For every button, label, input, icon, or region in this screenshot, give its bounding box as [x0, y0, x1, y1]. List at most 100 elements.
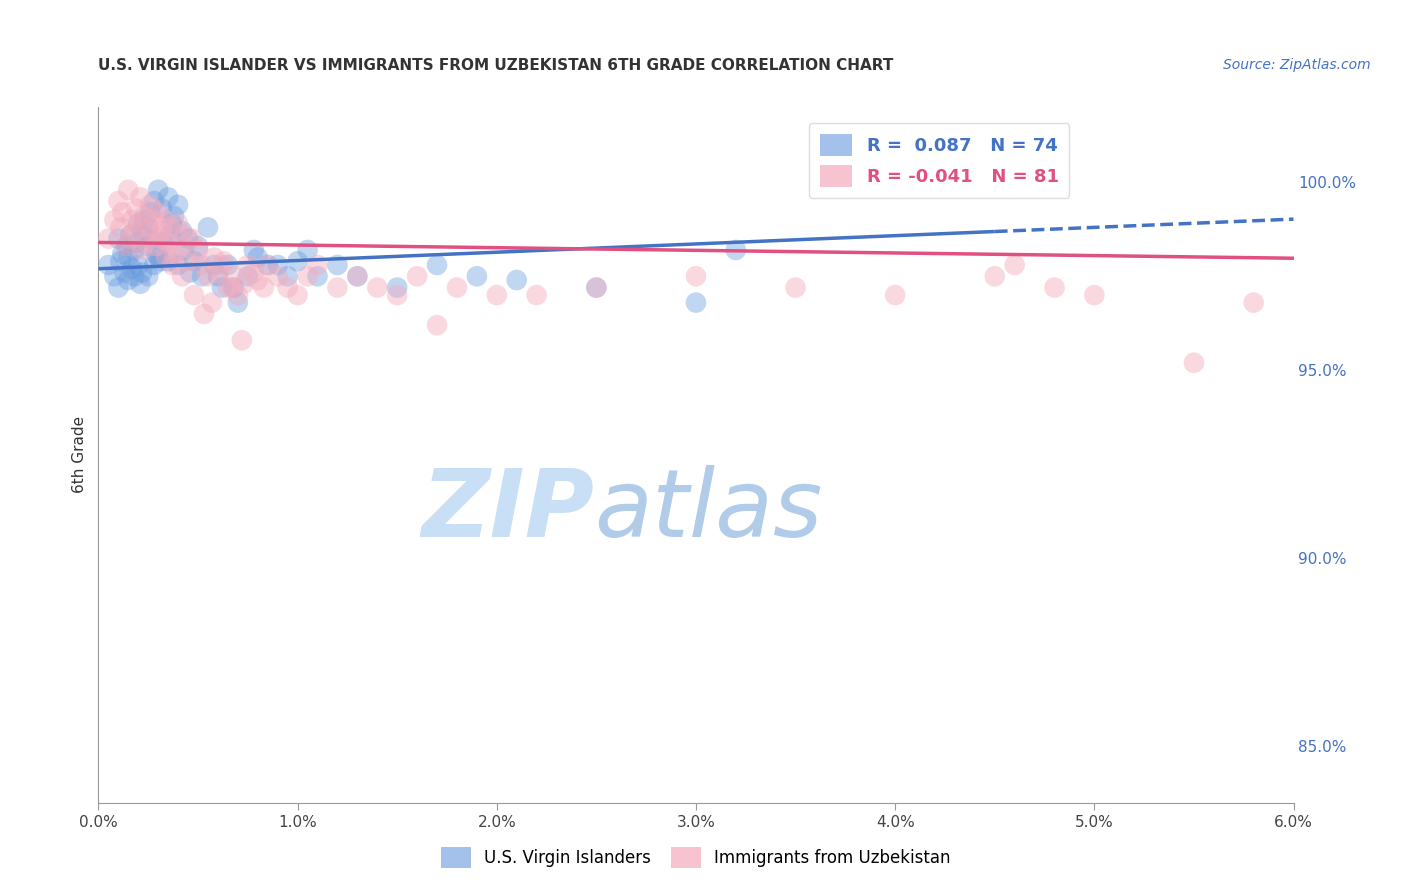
Point	[1083, 288, 1105, 302]
Point	[1243, 295, 1265, 310]
Point	[212, 254, 235, 268]
Point	[426, 318, 449, 333]
Point	[110, 254, 132, 268]
Point	[172, 269, 194, 284]
Point	[131, 243, 153, 257]
Point	[465, 269, 488, 284]
Point	[585, 280, 607, 294]
Point	[243, 266, 266, 280]
Point	[526, 288, 548, 302]
Point	[202, 258, 225, 272]
Point	[157, 235, 180, 250]
Point	[124, 269, 146, 284]
Point	[211, 280, 233, 294]
Point	[197, 220, 219, 235]
Point	[685, 295, 707, 310]
Point	[346, 269, 368, 284]
Point	[103, 269, 125, 284]
Point	[141, 227, 163, 242]
Point	[346, 269, 368, 284]
Point	[181, 232, 204, 246]
Point	[117, 183, 139, 197]
Point	[127, 217, 149, 231]
Point	[153, 212, 176, 227]
Point	[177, 254, 200, 268]
Text: ZIP: ZIP	[422, 465, 595, 557]
Point	[243, 243, 266, 257]
Point	[197, 269, 219, 284]
Point	[207, 269, 229, 284]
Point	[167, 258, 190, 272]
Point	[326, 258, 349, 272]
Point	[585, 280, 607, 294]
Point	[246, 273, 269, 287]
Point	[136, 220, 159, 235]
Point	[426, 258, 449, 272]
Legend: U.S. Virgin Islanders, Immigrants from Uzbekistan: U.S. Virgin Islanders, Immigrants from U…	[434, 841, 957, 874]
Point	[160, 217, 183, 231]
Point	[267, 269, 290, 284]
Point	[120, 227, 142, 242]
Point	[385, 280, 409, 294]
Point	[97, 258, 120, 272]
Point	[179, 266, 201, 280]
Point	[307, 269, 329, 284]
Point	[121, 212, 143, 227]
Point	[217, 280, 239, 294]
Point	[103, 212, 125, 227]
Point	[136, 220, 159, 235]
Point	[1004, 258, 1026, 272]
Point	[125, 235, 148, 250]
Point	[366, 280, 388, 294]
Point	[297, 243, 319, 257]
Point	[287, 288, 309, 302]
Point	[167, 198, 190, 212]
Point	[129, 190, 152, 204]
Point	[183, 288, 205, 302]
Point	[127, 258, 149, 272]
Point	[107, 194, 129, 208]
Point	[124, 243, 146, 257]
Point	[211, 258, 233, 272]
Text: atlas: atlas	[595, 465, 823, 556]
Point	[163, 209, 186, 223]
Point	[191, 269, 214, 284]
Point	[153, 235, 176, 250]
Point	[159, 227, 181, 242]
Point	[120, 232, 142, 246]
Point	[148, 183, 170, 197]
Point	[221, 280, 243, 294]
Point	[160, 258, 183, 272]
Point	[125, 202, 148, 216]
Point	[129, 277, 152, 291]
Point	[183, 254, 205, 268]
Point	[236, 258, 259, 272]
Point	[1043, 280, 1066, 294]
Text: Source: ZipAtlas.com: Source: ZipAtlas.com	[1223, 58, 1371, 72]
Point	[256, 258, 278, 272]
Point	[169, 239, 191, 253]
Point	[187, 239, 209, 253]
Point	[226, 295, 249, 310]
Point	[231, 333, 253, 347]
Point	[187, 243, 209, 257]
Point	[117, 251, 139, 265]
Point	[136, 269, 159, 284]
Point	[149, 232, 172, 246]
Point	[222, 269, 245, 284]
Point	[177, 232, 200, 246]
Point	[135, 235, 157, 250]
Point	[172, 224, 194, 238]
Point	[139, 205, 162, 219]
Point	[121, 261, 143, 276]
Point	[685, 269, 707, 284]
Point	[167, 217, 190, 231]
Point	[163, 246, 186, 260]
Point	[148, 205, 170, 219]
Point	[111, 246, 134, 260]
Point	[150, 202, 173, 216]
Point	[124, 224, 146, 238]
Point	[131, 224, 153, 238]
Point	[155, 251, 177, 265]
Point	[115, 239, 138, 253]
